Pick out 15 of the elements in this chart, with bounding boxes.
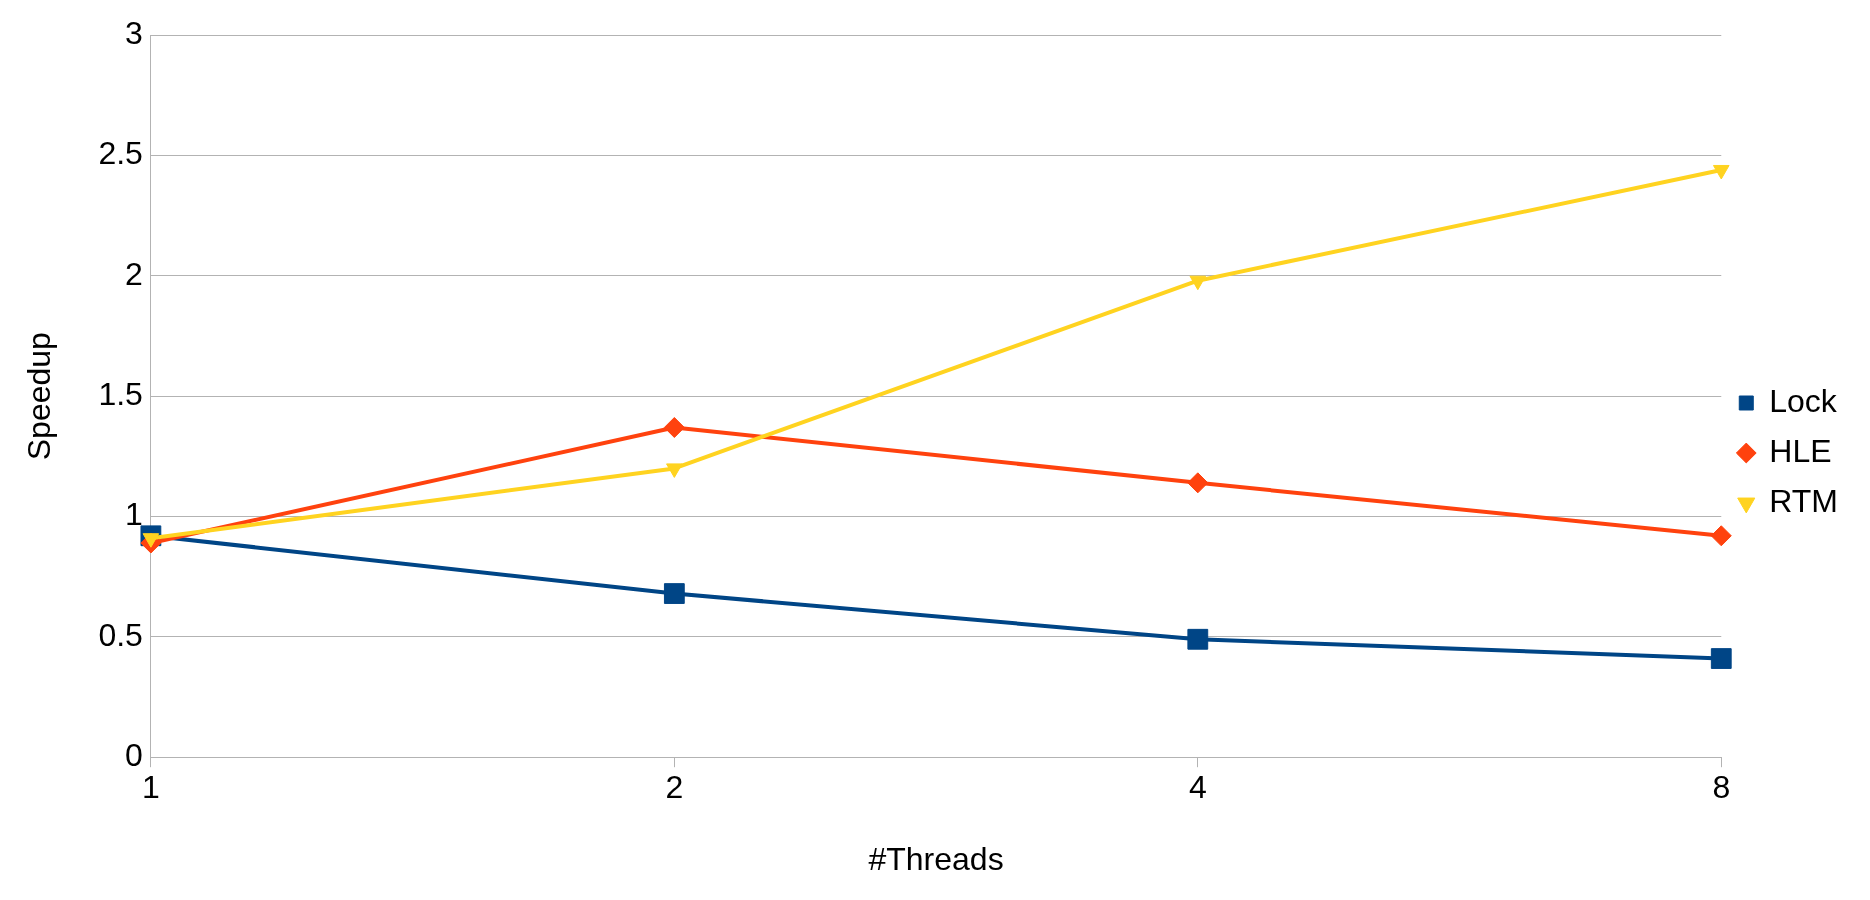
x-axis-title: #Threads [868,840,1004,877]
y-tick-label: 3 [125,15,143,52]
y-tick-label: 0.5 [98,616,143,653]
y-tick-label: 2 [125,255,143,292]
legend-label: RTM [1769,482,1838,519]
y-tick-label: 1 [125,496,143,533]
y-tick-label: 0 [125,737,143,774]
x-tick-label: 4 [1188,769,1207,806]
x-tick-label: 2 [665,769,684,806]
y-tick-label: 2.5 [98,135,143,172]
y-axis-title: Speedup [21,332,58,461]
x-tick-label: 8 [1712,769,1731,806]
legend-label: HLE [1769,432,1832,469]
y-tick-label: 1.5 [98,376,143,413]
legend-label: Lock [1769,382,1838,419]
